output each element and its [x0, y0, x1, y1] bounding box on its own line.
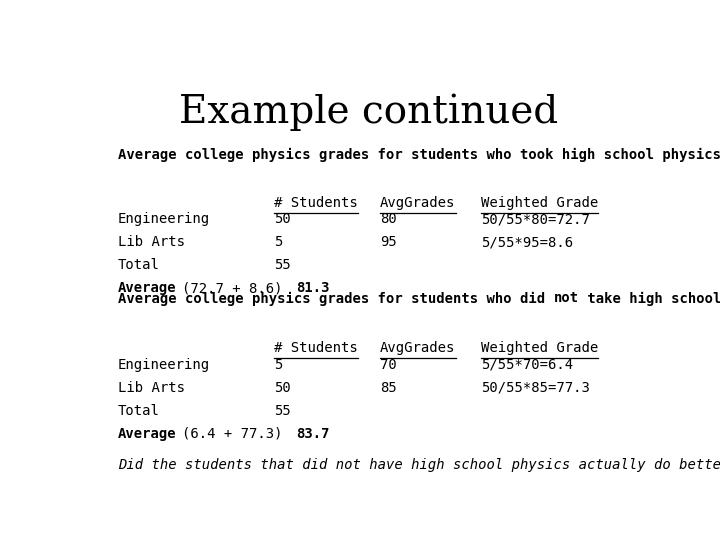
Text: 5/55*95=8.6: 5/55*95=8.6 [481, 235, 572, 249]
Text: (72.7 + 8.6): (72.7 + 8.6) [182, 281, 282, 295]
Text: 50: 50 [274, 212, 291, 226]
Text: Weighted Grade: Weighted Grade [481, 196, 598, 210]
Text: 95: 95 [380, 235, 397, 249]
Text: Example continued: Example continued [179, 94, 559, 131]
Text: # Students: # Students [274, 196, 358, 210]
Text: 50: 50 [274, 381, 291, 395]
Text: 5: 5 [274, 235, 282, 249]
Text: 55: 55 [274, 258, 291, 272]
Text: take high school physics:: take high school physics: [579, 292, 720, 306]
Text: Average: Average [118, 427, 176, 441]
Text: 50/55*85=77.3: 50/55*85=77.3 [481, 381, 590, 395]
Text: Total: Total [118, 258, 160, 272]
Text: Did the students that did not have high school physics actually do better?: Did the students that did not have high … [118, 458, 720, 472]
Text: AvgGrades: AvgGrades [380, 196, 456, 210]
Text: Weighted Grade: Weighted Grade [481, 341, 598, 355]
Text: 5/55*70=6.4: 5/55*70=6.4 [481, 358, 572, 372]
Text: Average college physics grades for students who did: Average college physics grades for stude… [118, 292, 554, 306]
Text: 85: 85 [380, 381, 397, 395]
Text: 70: 70 [380, 358, 397, 372]
Text: not: not [554, 292, 579, 306]
Text: 81.3: 81.3 [297, 281, 330, 295]
Text: Lib Arts: Lib Arts [118, 235, 185, 249]
Text: 80: 80 [380, 212, 397, 226]
Text: 83.7: 83.7 [297, 427, 330, 441]
Text: 50/55*80=72.7: 50/55*80=72.7 [481, 212, 590, 226]
Text: Total: Total [118, 404, 160, 417]
Text: (6.4 + 77.3): (6.4 + 77.3) [182, 427, 282, 441]
Text: Average: Average [118, 281, 176, 295]
Text: AvgGrades: AvgGrades [380, 341, 456, 355]
Text: Engineering: Engineering [118, 212, 210, 226]
Text: 55: 55 [274, 404, 291, 417]
Text: 5: 5 [274, 358, 282, 372]
Text: # Students: # Students [274, 341, 358, 355]
Text: Engineering: Engineering [118, 358, 210, 372]
Text: Lib Arts: Lib Arts [118, 381, 185, 395]
Text: Average college physics grades for students who took high school physics:: Average college physics grades for stude… [118, 148, 720, 162]
